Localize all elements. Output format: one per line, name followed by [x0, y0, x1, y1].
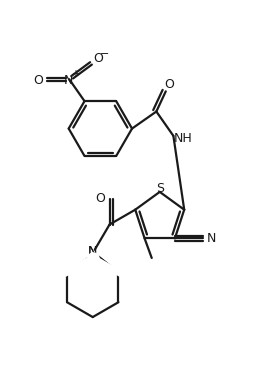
Text: O: O: [33, 74, 43, 87]
Text: N: N: [63, 74, 73, 87]
Text: O: O: [96, 192, 106, 205]
Text: N: N: [88, 245, 97, 258]
Text: O: O: [164, 78, 174, 91]
Text: NH: NH: [174, 132, 193, 145]
Text: N: N: [206, 232, 216, 245]
Text: −: −: [100, 49, 110, 58]
Text: S: S: [156, 182, 164, 195]
Text: N: N: [88, 245, 97, 258]
Text: O: O: [93, 52, 103, 65]
Text: +: +: [71, 69, 79, 79]
